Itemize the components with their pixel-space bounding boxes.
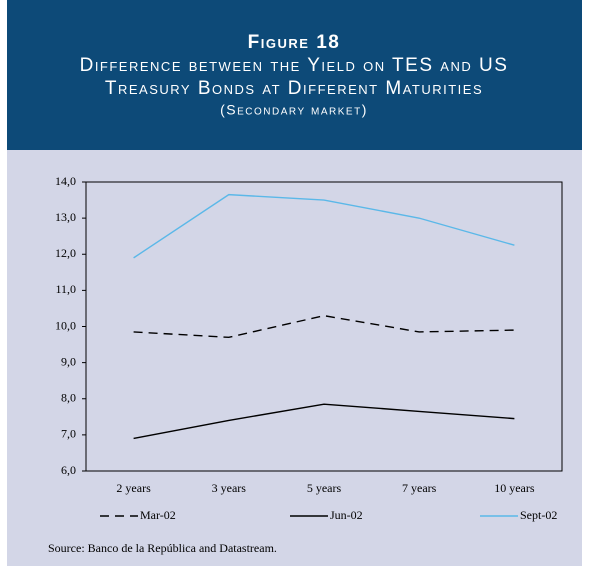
x-tick-label: 5 years <box>307 481 342 495</box>
y-tick-label: 11,0 <box>55 282 76 296</box>
y-tick-label: 13,0 <box>55 210 76 224</box>
chart-title: Difference between the Yield on TES and … <box>80 55 509 76</box>
y-tick-label: 6,0 <box>61 463 76 477</box>
x-tick-label: 2 years <box>116 481 151 495</box>
chart-subtitle: (Secondary market) <box>220 102 368 118</box>
y-tick-label: 8,0 <box>61 391 76 405</box>
source-note: Source: Banco de la República and Datast… <box>48 541 277 555</box>
y-tick-label: 7,0 <box>61 427 76 441</box>
legend-label: Jun-02 <box>330 508 363 522</box>
x-tick-label: 10 years <box>494 481 535 495</box>
series-line <box>133 314 515 339</box>
chart-title-line2: Treasury Bonds at Different Maturities <box>105 78 483 99</box>
y-tick-label: 14,0 <box>55 174 76 188</box>
x-tick-label: 3 years <box>212 481 247 495</box>
y-tick-label: 10,0 <box>55 318 76 332</box>
y-tick-label: 12,0 <box>55 246 76 260</box>
figure-label: Figure 18 <box>248 32 341 53</box>
body-panel <box>7 150 582 566</box>
x-tick-label: 7 years <box>402 481 437 495</box>
legend-label: Mar-02 <box>140 508 176 522</box>
header-band <box>7 0 582 150</box>
legend-label: Sept-02 <box>520 508 557 522</box>
y-tick-label: 9,0 <box>61 354 76 368</box>
series-line <box>133 403 515 440</box>
series-line <box>133 193 515 259</box>
